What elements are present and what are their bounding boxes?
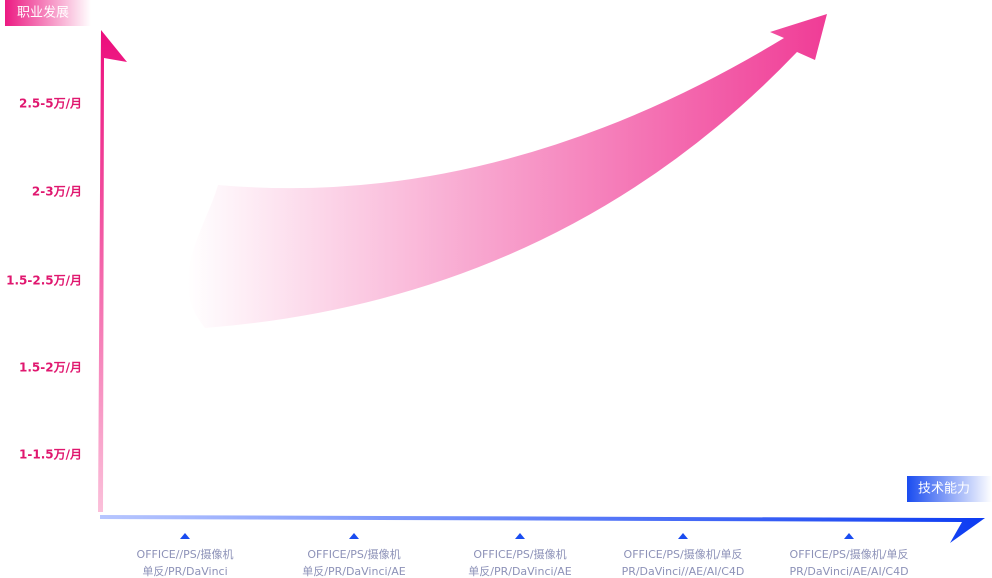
y-label: 2.5-5万/月 (19, 97, 82, 111)
x-title: 技术能力 (918, 482, 970, 497)
x-label: OFFICE/PS/摄像机 (307, 547, 400, 561)
y-label: 1-1.5万/月 (19, 448, 82, 462)
x-label: OFFICE/PS/摄像机 (473, 547, 566, 561)
x-tick-marker (844, 533, 854, 539)
y-axis-arrow (98, 30, 127, 512)
x-title-box (907, 476, 992, 502)
y-title-box (5, 0, 91, 26)
x-label: 单反/PR/DaVinci (142, 565, 227, 578)
y-label: 1.5-2.5万/月 (6, 274, 82, 288)
x-axis-arrow (100, 515, 985, 543)
x-label: PR/DaVinci/AE/AI/C4D (789, 565, 908, 578)
x-label: OFFICE/PS/摄像机/单反 (790, 547, 909, 561)
x-tick-marker (349, 533, 359, 539)
x-tick-marker (180, 533, 190, 539)
x-tick-marker (515, 533, 525, 539)
x-label: 单反/PR/DaVinci/AE (302, 565, 406, 578)
growth-arrow (187, 14, 828, 328)
y-title: 职业发展 (17, 5, 69, 21)
x-tick-marker (678, 533, 688, 539)
y-label: 1.5-2万/月 (19, 361, 82, 375)
x-label: 单反/PR/DaVinci/AE (468, 565, 572, 578)
x-label: OFFICE//PS/摄像机 (137, 547, 234, 561)
x-label: OFFICE/PS/摄像机/单反 (624, 547, 743, 561)
y-label: 2-3万/月 (32, 185, 82, 199)
x-label: PR/DaVinci//AE/AI/C4D (622, 565, 745, 578)
